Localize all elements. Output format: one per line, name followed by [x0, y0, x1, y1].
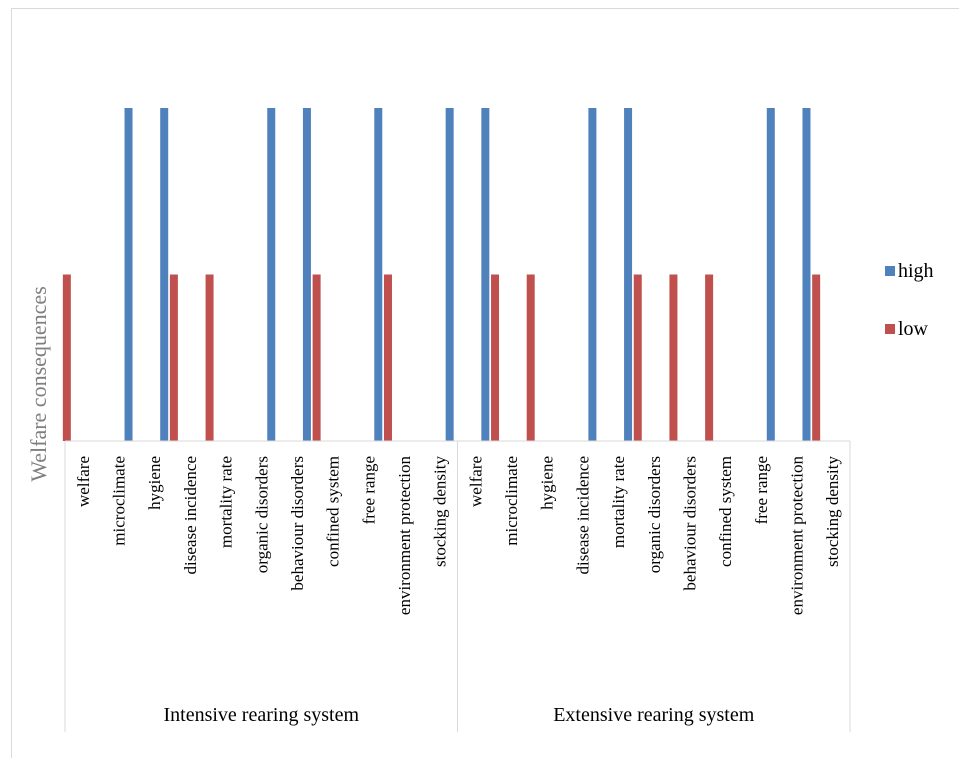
- bar-high-8: [374, 108, 383, 441]
- category-label-12: microclimate: [502, 456, 521, 546]
- bar-low-7: [312, 274, 321, 441]
- legend-label-low: low: [898, 318, 929, 340]
- y-axis-title: Welfare consequences: [26, 286, 51, 482]
- legend-swatch-high: [885, 266, 895, 276]
- group-label-1: Extensive rearing system: [553, 704, 754, 726]
- category-label-4: mortality rate: [217, 456, 236, 548]
- category-label-15: mortality rate: [609, 456, 628, 548]
- legend-label-high: high: [898, 260, 934, 282]
- category-label-19: free range: [752, 456, 771, 524]
- chart-frame: [11, 8, 959, 758]
- category-label-21: stocking density: [823, 456, 842, 567]
- legend: high low: [885, 260, 934, 340]
- category-label-0: welfare: [74, 456, 93, 507]
- bar-low-4: [205, 274, 214, 441]
- category-label-18: confined system: [716, 456, 735, 567]
- bar-low-18: [705, 274, 714, 441]
- category-label-1: microclimate: [110, 456, 129, 546]
- bar-low-3: [169, 274, 178, 441]
- bar-high-5: [267, 108, 276, 441]
- category-label-9: environment protection: [395, 456, 414, 616]
- bar-low-13: [526, 274, 535, 441]
- bar-low-17: [669, 274, 678, 441]
- category-label-2: hygiene: [145, 456, 164, 510]
- category-label-20: environment protection: [787, 456, 806, 616]
- bar-high-10: [445, 108, 454, 441]
- category-label-6: behaviour disorders: [288, 456, 307, 591]
- bar-high-19: [766, 108, 775, 441]
- category-label-16: organic disorders: [645, 456, 664, 573]
- bar-high-20: [802, 108, 811, 441]
- bar-high-2: [160, 108, 169, 441]
- category-label-10: stocking density: [431, 456, 450, 567]
- bar-high-15: [624, 108, 633, 441]
- category-label-17: behaviour disorders: [680, 456, 699, 591]
- bar-high-1: [124, 108, 133, 441]
- category-label-7: confined system: [324, 456, 343, 567]
- category-label-8: free range: [359, 456, 378, 524]
- group-label-0: Intensive rearing system: [164, 704, 360, 726]
- bar-high-11: [481, 108, 490, 441]
- category-labels: welfare microclimate hygiene disease incide…: [74, 456, 842, 616]
- bars-layer: [62, 108, 821, 441]
- bar-high-14: [588, 108, 597, 441]
- category-label-5: organic disorders: [252, 456, 271, 573]
- bar-low-9: [383, 274, 392, 441]
- category-label-13: hygiene: [538, 456, 557, 510]
- bar-low-16: [633, 274, 642, 441]
- bar-high-6: [302, 108, 311, 441]
- category-label-11: welfare: [466, 456, 485, 507]
- bar-low-12: [491, 274, 500, 441]
- legend-swatch-low: [885, 324, 895, 334]
- bar-low-21: [812, 274, 821, 441]
- bar-low-0: [62, 274, 71, 441]
- axes-layer: [64, 440, 851, 732]
- category-label-3: disease incidence: [181, 456, 200, 574]
- group-labels: Intensive rearing system Extensive rearin…: [164, 704, 755, 726]
- category-label-14: disease incidence: [573, 456, 592, 574]
